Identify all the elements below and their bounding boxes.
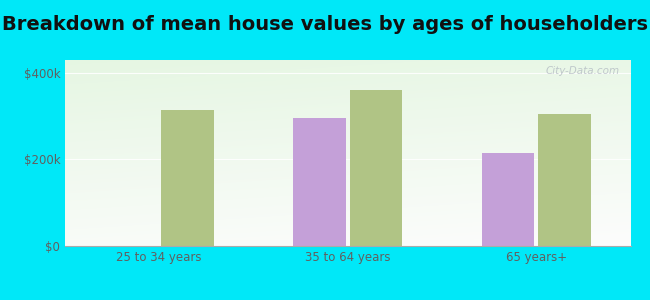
Bar — [482, 153, 534, 246]
Bar — [350, 90, 402, 246]
Text: Breakdown of mean house values by ages of householders: Breakdown of mean house values by ages o… — [2, 15, 648, 34]
Text: City-Data.com: City-Data.com — [545, 66, 619, 76]
Bar — [538, 114, 591, 246]
Legend: Sedalia, North Carolina: Sedalia, North Carolina — [252, 296, 444, 300]
Bar — [161, 110, 214, 246]
Bar — [293, 118, 346, 246]
